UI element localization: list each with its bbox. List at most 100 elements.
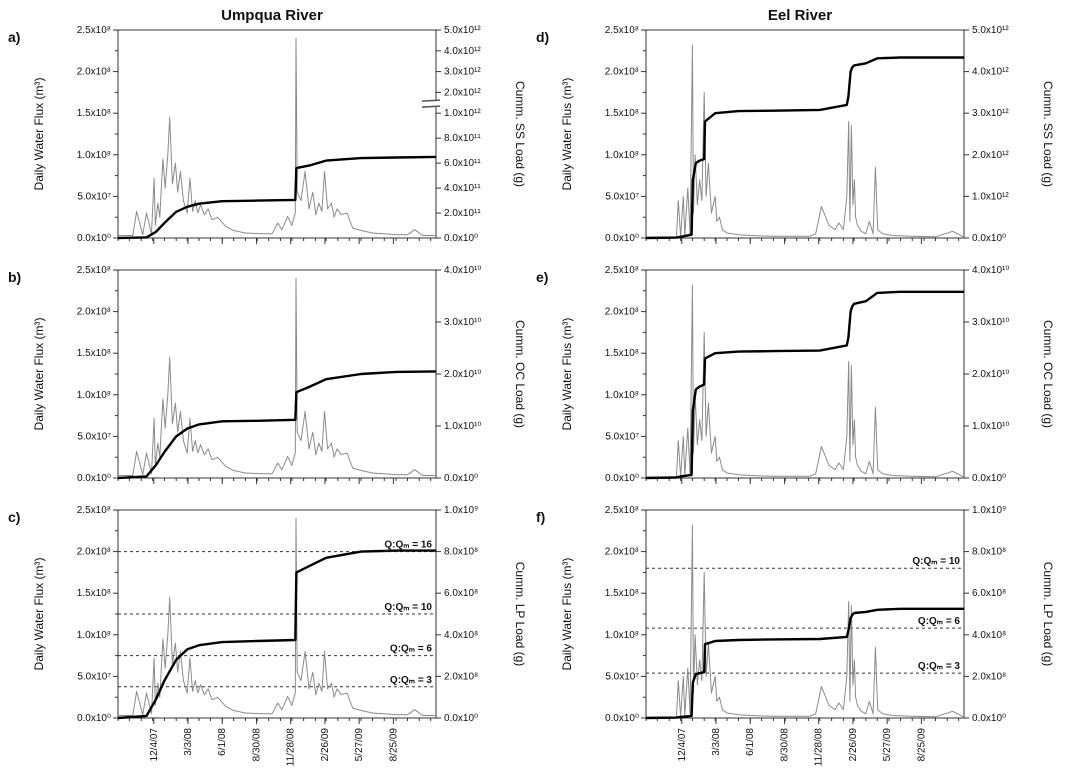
left-tick-label: 1.5x10⁸ xyxy=(77,348,111,359)
cumulative-load-line xyxy=(117,549,436,720)
right-tick-label: 6.0x10⁸ xyxy=(444,588,478,599)
cumulative-load-line xyxy=(645,56,964,240)
left-tick-label: 2.0x10⁸ xyxy=(605,547,639,558)
right-tick-label: 2.0x10¹¹ xyxy=(444,208,481,219)
reference-line-label: Q:Qₘ = 6 xyxy=(918,616,961,627)
right-axis-title: Cumm. LP Load (g) xyxy=(513,562,527,667)
left-tick-label: 1.5x10⁸ xyxy=(605,588,639,599)
right-tick-label: 2.0x10⁸ xyxy=(444,671,478,682)
right-tick-label: 4.0x10⁸ xyxy=(444,630,478,641)
x-tick-label: 2/26/09 xyxy=(848,728,859,762)
right-tick-label: 4.0x10¹⁰ xyxy=(444,265,481,276)
left-tick-label: 5.0x10⁷ xyxy=(605,671,639,682)
panel-f: f) 0.0x10⁰ 5.0x10⁷ 1.0x10⁸ 1.5x10⁸ 2.0x10⁸ 2.5… xyxy=(536,505,1055,724)
right-tick-label: 3.0x10¹² xyxy=(444,67,481,78)
left-axis-title: Daily Water Flus (m³) xyxy=(560,558,574,671)
cumulative-load-line xyxy=(117,155,437,240)
left-tick-label: 2.5x10⁸ xyxy=(77,265,111,276)
x-tick-label: 2/26/09 xyxy=(320,728,331,762)
reference-line-label: Q:Qₘ = 3 xyxy=(390,675,433,686)
left-tick-label: 0.0x10⁰ xyxy=(605,713,639,724)
x-tick-label: 3/3/08 xyxy=(711,728,722,756)
left-tick-label: 2.5x10⁸ xyxy=(77,505,111,516)
left-tick-label: 2.0x10⁸ xyxy=(77,67,111,78)
right-tick-label: 4.0x10¹² xyxy=(444,46,481,57)
right-tick-label: 2.0x10¹⁰ xyxy=(444,369,481,380)
right-axis-title: Cumm. OC Load (g) xyxy=(1041,320,1055,428)
left-tick-label: 5.0x10⁷ xyxy=(605,431,639,442)
reference-line-label: Q:Qₘ = 10 xyxy=(384,602,432,613)
right-tick-label: 0.0x10⁰ xyxy=(972,233,1006,244)
left-axis-title: Daily Water Flux (m³) xyxy=(32,78,46,191)
right-tick-label: 0.0x10⁰ xyxy=(444,473,478,484)
left-tick-label: 0.0x10⁰ xyxy=(605,473,639,484)
left-tick-label: 1.0x10⁸ xyxy=(605,390,639,401)
right-tick-label: 2.0x10⁸ xyxy=(972,671,1006,682)
left-tick-label: 0.0x10⁰ xyxy=(77,473,111,484)
panel-letter: d) xyxy=(536,29,549,45)
left-axis-title: Daily Water Flus (m³) xyxy=(560,78,574,191)
x-tick-label: 8/25/09 xyxy=(916,728,927,762)
axis-break-mark xyxy=(421,99,441,102)
left-tick-label: 5.0x10⁷ xyxy=(605,191,639,202)
x-axis-labels: 12/4/07 3/3/08 6/1/08 8/30/08 11/28/08 2/26/0… xyxy=(149,728,928,767)
right-tick-label: 3.0x10¹⁰ xyxy=(972,317,1009,328)
right-tick-label: 4.0x10¹² xyxy=(972,67,1009,78)
panel-e: e) 0.0x10⁰ 5.0x10⁷ 1.0x10⁸ 1.5x10⁸ 2.0x10⁸ 2.5… xyxy=(536,265,1055,484)
left-tick-label: 5.0x10⁷ xyxy=(77,431,111,442)
left-tick-label: 0.0x10⁰ xyxy=(77,713,111,724)
panel-d: d) 0.0x10⁰ 5.0x10⁷ 1.0x10⁸ 1.5x10⁸ 2.0x10⁸ 2.5… xyxy=(536,25,1055,244)
right-tick-label: 4.0x10¹⁰ xyxy=(972,265,1009,276)
column-title-umpqua: Umpqua River xyxy=(221,7,323,24)
right-tick-label: 1.0x10¹² xyxy=(972,191,1009,202)
left-tick-label: 2.5x10⁸ xyxy=(605,265,639,276)
flux-series-line xyxy=(646,284,965,478)
left-tick-label: 1.5x10⁸ xyxy=(605,348,639,359)
right-tick-label: 0.0x10⁰ xyxy=(972,713,1006,724)
left-axis-title: Daily Water Flus (m³) xyxy=(560,318,574,431)
left-tick-label: 2.5x10⁸ xyxy=(605,25,639,36)
plot-frame xyxy=(117,269,437,479)
right-axis-title: Cumm. OC Load (g) xyxy=(513,320,527,428)
right-tick-label: 4.0x10¹¹ xyxy=(444,183,481,194)
left-tick-label: 2.0x10⁸ xyxy=(77,307,111,318)
left-tick-label: 1.0x10⁸ xyxy=(77,390,111,401)
right-tick-label: 1.0x10⁹ xyxy=(972,505,1006,516)
flux-series-line xyxy=(646,524,965,718)
cumulative-load-line xyxy=(645,290,964,480)
x-tick-label: 8/30/08 xyxy=(779,728,790,762)
right-tick-label: 0.0x10⁰ xyxy=(972,473,1006,484)
left-tick-label: 2.0x10⁸ xyxy=(605,307,639,318)
right-tick-label: 6.0x10⁸ xyxy=(972,588,1006,599)
right-tick-label: 5.0x10¹² xyxy=(444,25,481,36)
panel-letter: a) xyxy=(8,29,20,45)
axis-break-gap xyxy=(422,101,440,108)
right-axis-title: Cumm. SS Load (g) xyxy=(1041,81,1055,187)
x-tick-label: 11/28/08 xyxy=(286,728,297,767)
left-tick-label: 0.0x10⁰ xyxy=(605,233,639,244)
axis-break-mark xyxy=(421,105,441,108)
cumulative-load-line xyxy=(117,370,437,480)
right-tick-label: 0.0x10⁰ xyxy=(444,233,478,244)
left-axis-title: Daily Water Flux (m³) xyxy=(32,558,46,671)
x-tick-label: 6/1/08 xyxy=(745,728,756,756)
x-tick-label: 3/3/08 xyxy=(183,728,194,756)
right-tick-label: 6.0x10¹¹ xyxy=(444,158,481,169)
panel-c: c) 0.0x10⁰ 5.0x10⁷ 1.0x10⁸ 1.5x10⁸ 2.0x10⁸ 2.5… xyxy=(8,505,527,724)
right-tick-label: 8.0x10⁸ xyxy=(444,547,478,558)
right-tick-label: 8.0x10¹¹ xyxy=(444,133,481,144)
left-tick-label: 2.5x10⁸ xyxy=(605,505,639,516)
reference-line-label: Q:Qₘ = 6 xyxy=(390,644,433,655)
left-tick-label: 1.0x10⁸ xyxy=(77,150,111,161)
right-tick-label: 1.0x10¹⁰ xyxy=(444,421,481,432)
right-tick-label: 3.0x10¹² xyxy=(972,108,1009,119)
panel-letter: f) xyxy=(536,509,545,525)
x-tick-label: 5/27/09 xyxy=(882,728,893,762)
left-axis-title: Daily Water Flux (m³) xyxy=(32,318,46,431)
flux-series-line xyxy=(118,37,436,236)
left-tick-label: 2.5x10⁸ xyxy=(77,25,111,36)
reference-line-label: Q:Qₘ = 3 xyxy=(918,661,961,672)
panel-a: a) 0.0x10⁰ 5.0x10⁷ 1.0x10⁸ 1.5x10⁸ 2.0x10⁸ 2.5… xyxy=(8,25,527,244)
left-tick-label: 5.0x10⁷ xyxy=(77,191,111,202)
